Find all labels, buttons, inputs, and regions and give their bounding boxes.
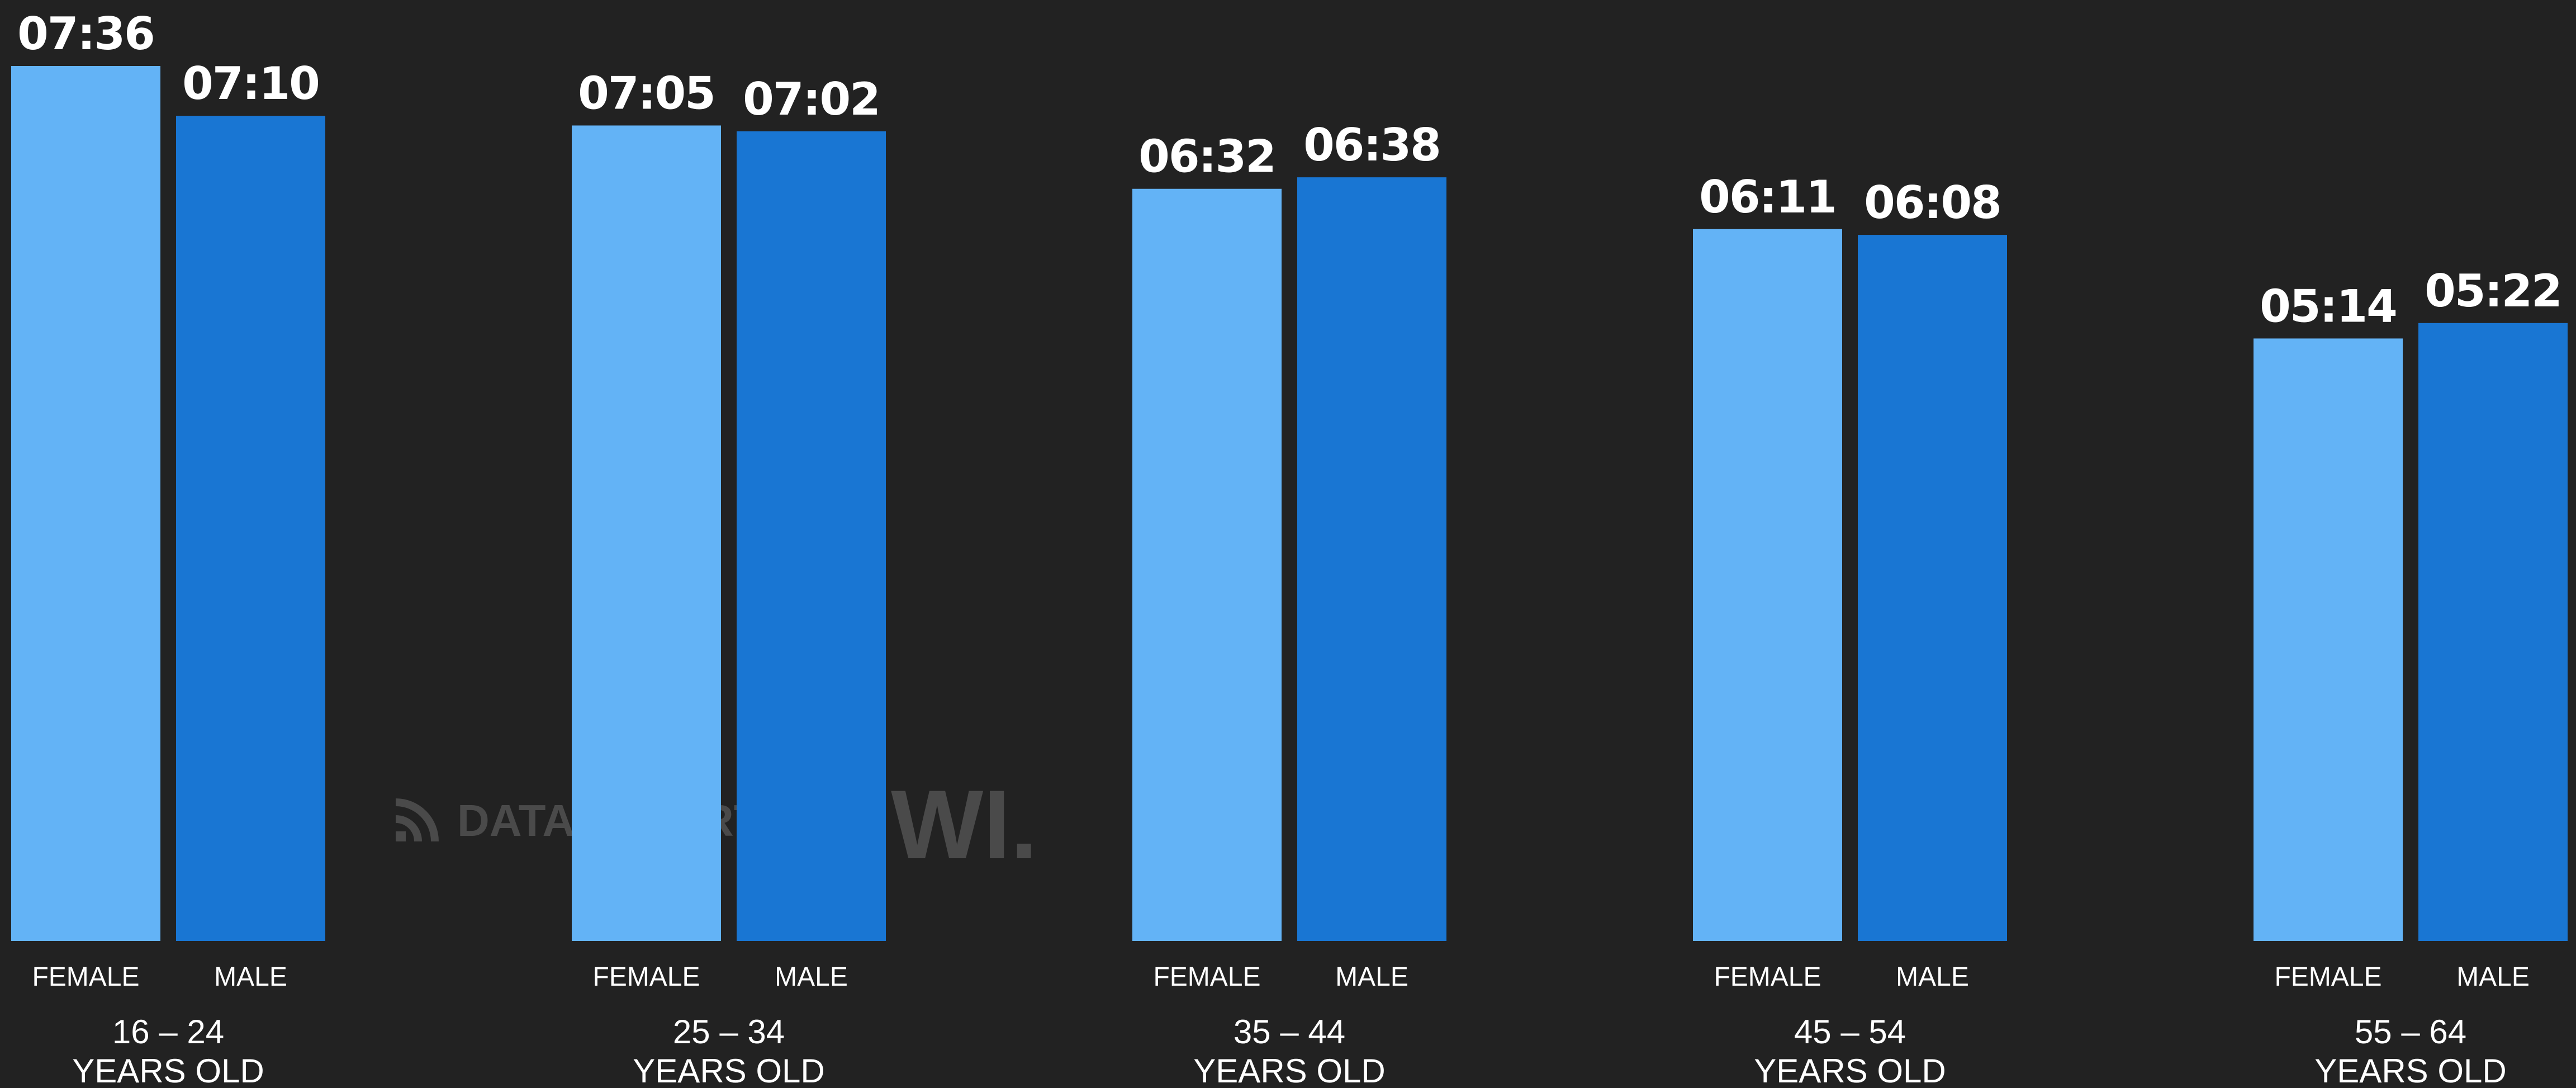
series-label-female: FEMALE bbox=[32, 962, 139, 992]
age-group-suffix: YEARS OLD bbox=[2314, 1052, 2506, 1088]
series-label-male: MALE bbox=[775, 962, 848, 992]
age-group-suffix: YEARS OLD bbox=[72, 1052, 264, 1088]
bar-value-label: 07:10 bbox=[182, 58, 319, 110]
bar-male-5 bbox=[2418, 323, 2568, 941]
bar-female-1 bbox=[11, 66, 160, 941]
bar-value-label: 06:08 bbox=[1864, 177, 2001, 229]
bar-value-label: 07:05 bbox=[578, 67, 715, 119]
bar-male-3 bbox=[1297, 177, 1446, 941]
bar-value-label: 05:22 bbox=[2425, 265, 2561, 317]
age-group-suffix: YEARS OLD bbox=[1754, 1052, 1946, 1088]
age-group-suffix: YEARS OLD bbox=[633, 1052, 824, 1088]
series-label-female: FEMALE bbox=[1153, 962, 1260, 992]
series-label-female: FEMALE bbox=[2274, 962, 2382, 992]
datareportal-logo-icon bbox=[395, 798, 439, 842]
bar-value-label: 05:14 bbox=[2260, 280, 2397, 332]
bar-female-3 bbox=[1132, 188, 1282, 941]
bar-female-5 bbox=[2254, 338, 2403, 941]
age-group-suffix: YEARS OLD bbox=[1193, 1052, 1385, 1088]
age-group-label: 55 – 64 bbox=[2355, 1013, 2466, 1051]
bar-value-label: 06:38 bbox=[1303, 119, 1440, 171]
bar-male-2 bbox=[737, 131, 886, 942]
bar-female-2 bbox=[572, 125, 721, 941]
bar-female-4 bbox=[1693, 229, 1842, 941]
bar-value-label: 06:11 bbox=[1699, 171, 1836, 223]
bar-value-label: 07:36 bbox=[17, 8, 154, 60]
bar-male-1 bbox=[176, 116, 325, 941]
age-group-label: 25 – 34 bbox=[673, 1013, 785, 1051]
age-group-label: 16 – 24 bbox=[112, 1013, 224, 1051]
bar-male-4 bbox=[1858, 235, 2007, 941]
age-group-label: 35 – 44 bbox=[1234, 1013, 1345, 1051]
series-label-female: FEMALE bbox=[592, 962, 700, 992]
bar-value-label: 07:02 bbox=[743, 73, 880, 125]
age-group-label: 45 – 54 bbox=[1794, 1013, 1906, 1051]
series-label-male: MALE bbox=[214, 962, 287, 992]
series-label-male: MALE bbox=[1335, 962, 1408, 992]
series-label-male: MALE bbox=[2456, 962, 2530, 992]
series-label-male: MALE bbox=[1896, 962, 1969, 992]
series-label-female: FEMALE bbox=[1714, 962, 1821, 992]
bar-value-label: 06:32 bbox=[1138, 131, 1275, 183]
